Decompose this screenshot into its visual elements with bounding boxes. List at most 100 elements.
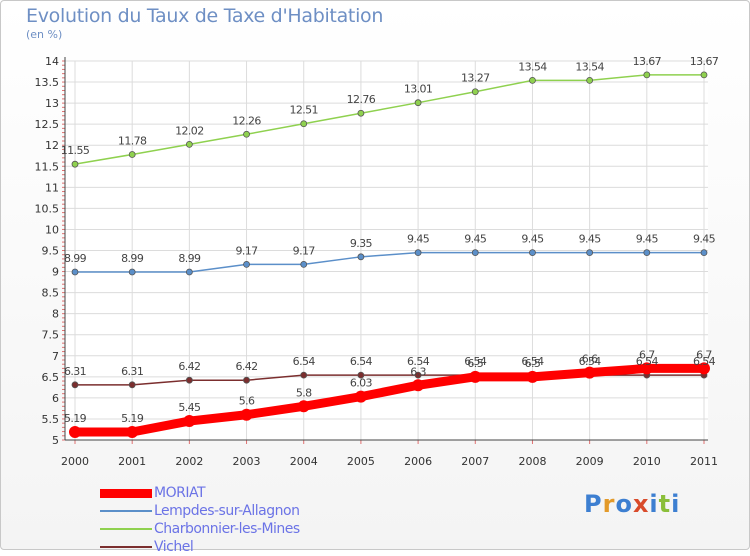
y-tick-label: 5 <box>52 434 59 447</box>
legend-swatch <box>100 488 152 498</box>
data-label-lempdes-sur-allagnon: 9.17 <box>235 244 258 257</box>
x-tick-label: 2003 <box>233 455 261 468</box>
x-tick-label: 2007 <box>461 455 489 468</box>
data-label-moriat: 5.45 <box>178 401 201 414</box>
data-label-charbonnier-les-mines: 13.54 <box>518 60 547 73</box>
data-label-vichel: 6.54 <box>407 355 430 368</box>
legend-swatch <box>100 528 152 530</box>
data-point-moriat <box>183 415 196 428</box>
x-tick-label: 2001 <box>118 455 146 468</box>
y-tick-label: 7 <box>52 350 59 363</box>
logo-letter: P <box>584 490 603 518</box>
data-point-moriat <box>640 362 653 375</box>
data-point-charbonnier-les-mines <box>586 76 594 84</box>
data-label-vichel: 6.31 <box>64 365 86 378</box>
series-line-lempdes-sur-allagnon <box>74 251 705 273</box>
series-line-moriat <box>70 363 709 437</box>
data-label-vichel: 6.42 <box>235 360 257 373</box>
data-point-charbonnier-les-mines <box>300 120 308 128</box>
data-label-vichel: 6.31 <box>121 365 143 378</box>
y-tick-label: 5.5 <box>42 413 60 426</box>
y-tick-label: 9.5 <box>42 245 60 258</box>
data-point-charbonnier-les-mines <box>185 140 193 148</box>
data-label-moriat: 5.6 <box>239 395 255 408</box>
data-point-moriat <box>526 370 539 383</box>
data-point-lempdes-sur-allagnon <box>300 260 308 268</box>
data-label-charbonnier-les-mines: 12.76 <box>347 93 376 106</box>
data-point-lempdes-sur-allagnon <box>700 249 708 257</box>
y-tick-label: 6 <box>52 392 59 405</box>
data-label-vichel: 6.54 <box>293 355 316 368</box>
data-label-lempdes-sur-allagnon: 9.45 <box>693 233 716 246</box>
data-point-lempdes-sur-allagnon <box>471 249 479 257</box>
data-label-moriat: 6.7 <box>639 348 655 361</box>
data-label-vichel: 6.54 <box>464 355 487 368</box>
data-label-vichel: 6.54 <box>693 355 716 368</box>
data-label-vichel: 6.54 <box>521 355 544 368</box>
legend-swatch <box>100 546 152 548</box>
y-tick-label: 7.5 <box>42 329 60 342</box>
data-label-lempdes-sur-allagnon: 9.45 <box>636 233 659 246</box>
data-label-moriat: 6.5 <box>467 357 483 370</box>
data-label-charbonnier-les-mines: 12.02 <box>175 124 204 137</box>
logo-letter: t <box>658 490 672 518</box>
y-tick-label: 12.5 <box>35 118 60 131</box>
data-label-lempdes-sur-allagnon: 9.45 <box>464 233 487 246</box>
data-label-charbonnier-les-mines: 12.26 <box>232 114 261 127</box>
data-label-moriat: 6.5 <box>525 357 541 370</box>
grid <box>65 60 708 441</box>
data-label-moriat: 5.19 <box>64 412 87 425</box>
data-point-moriat <box>698 362 710 375</box>
data-point-charbonnier-les-mines <box>243 130 250 138</box>
y-tick-label: 6.5 <box>42 371 60 384</box>
legend-label: Charbonnier-les-Mines <box>154 521 300 537</box>
data-label-charbonnier-les-mines: 13.01 <box>404 83 433 96</box>
data-label-vichel: 6.54 <box>350 355 373 368</box>
data-label-lempdes-sur-allagnon: 8.99 <box>121 252 144 265</box>
y-tick-label: 10 <box>45 223 59 236</box>
chart-subtitle: (en %) <box>26 28 63 41</box>
y-tick-label: 11.5 <box>35 160 60 173</box>
logo-letter: i <box>649 490 659 518</box>
data-point-lempdes-sur-allagnon <box>185 268 193 276</box>
data-point-vichel <box>185 376 193 384</box>
x-tick-label: 2008 <box>518 455 546 468</box>
data-point-moriat <box>583 366 596 379</box>
data-labels: 5.19 5.19 5.45 5.6 5.8 6.03 6.3 6.5 6.5 6.6 6.7 6.7… <box>61 55 720 425</box>
data-point-charbonnier-les-mines <box>128 151 136 158</box>
data-point-charbonnier-les-mines <box>71 160 79 168</box>
data-point-vichel <box>300 371 308 379</box>
data-point-vichel <box>71 381 79 389</box>
data-label-lempdes-sur-allagnon: 8.99 <box>64 252 87 265</box>
data-point-vichel <box>128 381 136 389</box>
data-label-moriat: 6.7 <box>696 348 712 361</box>
data-label-moriat: 5.8 <box>296 386 312 399</box>
data-point-lempdes-sur-allagnon <box>586 249 594 257</box>
y-tick-label: 11 <box>45 181 59 194</box>
data-point-charbonnier-les-mines <box>529 76 536 84</box>
x-tick-label: 2004 <box>290 455 318 468</box>
data-point-charbonnier-les-mines <box>700 71 708 79</box>
x-tick-label: 2000 <box>61 455 89 468</box>
data-point-lempdes-sur-allagnon <box>357 253 365 261</box>
x-tick-label: 2002 <box>175 455 203 468</box>
series <box>69 71 710 438</box>
data-point-charbonnier-les-mines <box>643 71 651 79</box>
y-tick-label: 14 <box>45 55 59 68</box>
data-label-charbonnier-les-mines: 13.54 <box>575 60 604 73</box>
data-point-moriat <box>240 408 253 421</box>
data-point-lempdes-sur-allagnon <box>529 249 536 257</box>
data-point-lempdes-sur-allagnon <box>243 260 250 268</box>
logo-letter: i <box>671 490 681 518</box>
data-point-lempdes-sur-allagnon <box>71 268 79 276</box>
x-tick-label: 2005 <box>347 455 375 468</box>
data-label-moriat: 6.6 <box>582 353 598 366</box>
data-point-moriat <box>126 425 139 438</box>
legend-label: Vichel <box>154 539 194 555</box>
series-line-charbonnier-les-mines <box>74 74 705 165</box>
logo-letter: r <box>602 490 616 518</box>
legend-swatch <box>100 510 152 512</box>
legend-label: MORIAT <box>154 485 206 501</box>
data-label-moriat: 5.19 <box>121 412 144 425</box>
